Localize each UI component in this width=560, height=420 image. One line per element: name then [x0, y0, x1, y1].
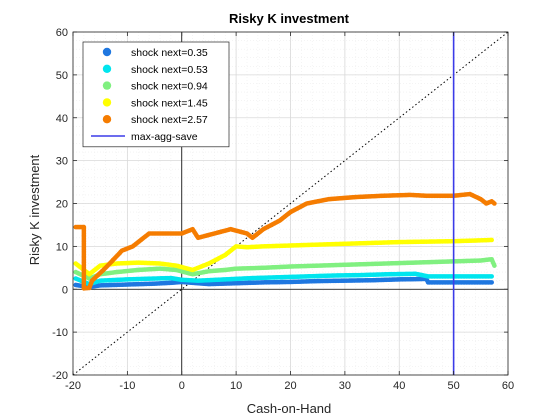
y-tick-label: -10	[52, 327, 68, 339]
x-tick-labels: -20 -10 0 10 20 30 40 50 60	[65, 380, 514, 392]
series-2	[73, 271, 494, 287]
x-tick-label: 30	[339, 380, 351, 392]
legend-label: shock next=0.35	[131, 47, 208, 59]
x-tick-label: -10	[119, 380, 135, 392]
series-5	[73, 191, 497, 291]
legend-marker	[102, 47, 112, 57]
y-tick-label: -20	[52, 370, 68, 382]
legend-marker	[102, 98, 112, 107]
x-axis-label: Cash-on-Hand	[247, 401, 332, 416]
y-tick-label: 30	[56, 156, 68, 168]
diagonal-reference-line	[72, 31, 509, 376]
legend-label: shock next=2.57	[131, 114, 208, 126]
legend-label: shock next=0.53	[131, 64, 208, 76]
legend-label: shock next=0.94	[131, 81, 208, 93]
data-point	[492, 263, 497, 268]
data-point	[489, 280, 494, 285]
legend: shock next=0.35 shock next=0.53 shock next…	[82, 41, 230, 148]
y-tick-label: 0	[62, 284, 68, 296]
series-1	[73, 276, 494, 290]
x-tick-label: 40	[393, 380, 405, 392]
y-tick-label: 10	[56, 241, 68, 253]
series-3	[73, 256, 497, 281]
y-tick-label: 60	[56, 27, 68, 39]
x-tick-label: 60	[502, 380, 514, 392]
y-axis-label: Risky K investment	[27, 154, 42, 265]
y-tick-label: 50	[56, 70, 68, 82]
x-tick-label: 50	[448, 380, 460, 392]
x-tick-label: -20	[65, 380, 81, 392]
legend-marker	[102, 81, 112, 90]
y-tick-labels: -20 -10 0 10 20 30 40 50 60	[52, 27, 68, 382]
chart-title: Risky K investment	[229, 11, 350, 26]
legend-box	[82, 41, 230, 148]
y-tick-label: 40	[56, 113, 68, 125]
data-point	[489, 237, 494, 243]
data-point	[492, 201, 497, 206]
axes	[72, 31, 509, 376]
legend-marker	[102, 64, 112, 74]
x-tick-label: 0	[179, 380, 185, 392]
x-tick-label: 20	[284, 380, 296, 392]
legend-marker	[102, 115, 112, 124]
legend-label: max-agg-save	[131, 131, 198, 143]
series-layer	[73, 191, 497, 291]
data-point	[489, 274, 494, 279]
x-tick-label: 10	[230, 380, 242, 392]
legend-label: shock next=1.45	[131, 97, 208, 109]
y-tick-label: 20	[56, 199, 68, 211]
